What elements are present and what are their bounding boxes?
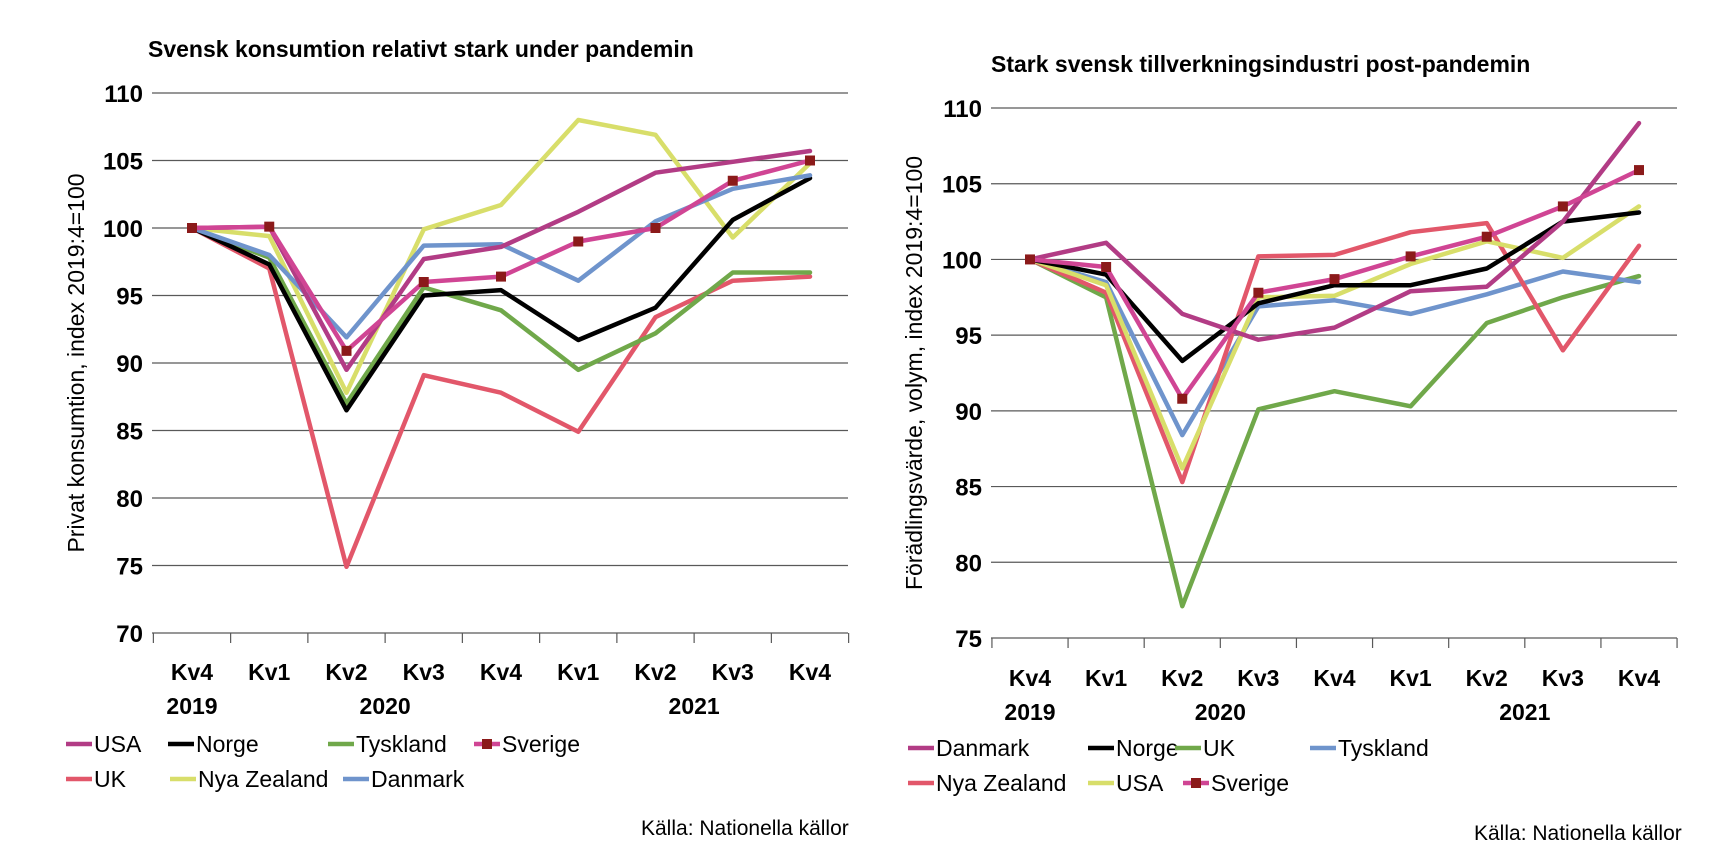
x-year-label: 2020 [1195,699,1246,725]
series-line-norge [1027,210,1642,364]
series-marker-sverige [727,175,738,186]
series-line-tyskland [1027,257,1642,438]
series-line-usa [189,148,813,373]
legend-label-sverige: Sverige [502,731,580,757]
x-year-label: 2019 [166,693,217,719]
y-axis-label: Privat konsumtion, index 2019:4=100 [63,173,89,552]
legend-label-uk: UK [94,766,127,792]
series-marker-sverige [1253,287,1264,298]
source-note-right: Källa: Nationella källor [1474,822,1682,845]
chart-right-manufacturing: Stark svensk tillverkningsindustri post-… [901,51,1678,796]
x-tick-label: Kv4 [480,659,522,685]
x-tick-label: Kv3 [1237,665,1279,691]
legend-marker-sverige [482,739,492,749]
y-tick-label: 80 [116,486,143,513]
y-tick-label: 105 [942,172,982,199]
legend-label-sverige: Sverige [1211,770,1289,796]
x-tick-label: Kv3 [1542,665,1584,691]
x-tick-label: Kv4 [1313,665,1355,691]
legend-label-norge: Norge [196,731,259,757]
y-tick-label: 90 [955,399,982,426]
series-marker-sverige [418,277,429,287]
legend-label-uk: UK [1203,735,1236,761]
series-line-danmark [1027,120,1642,342]
y-tick-label: 85 [955,475,982,502]
series-marker-sverige [187,223,197,233]
chart-title: Svensk konsumtion relativt stark under p… [148,36,694,62]
source-note-left: Källa: Nationella källor [641,817,849,840]
x-tick-label: Kv4 [171,659,213,685]
legend-label-usa: USA [1116,770,1164,796]
series-marker-sverige [573,236,584,247]
y-tick-label: 85 [116,419,143,446]
x-tick-label: Kv1 [1390,665,1432,691]
legend-label-tyskland: Tyskland [1338,735,1429,761]
chart-title: Stark svensk tillverkningsindustri post-… [991,51,1530,77]
x-tick-label: Kv2 [1161,665,1203,691]
series-marker-sverige [1177,393,1188,404]
x-tick-label: Kv1 [248,659,290,685]
series-marker-sverige [650,223,661,233]
x-year-label: 2021 [669,693,720,719]
y-tick-label: 90 [116,351,143,378]
series-line-usa [1027,204,1642,471]
y-axis-label: Förädlingsvärde, volym, index 2019:4=100 [901,156,927,590]
series-marker-sverige [1101,262,1112,272]
legend-label-danmark: Danmark [936,735,1030,761]
series-line-norge [189,175,813,413]
y-tick-label: 100 [942,247,982,274]
x-tick-label: Kv2 [1466,665,1508,691]
y-tick-label: 95 [116,284,143,311]
x-tick-label: Kv4 [789,659,831,685]
legend-label-usa: USA [94,731,142,757]
legend-label-tyskland: Tyskland [356,731,447,757]
series-line-tyskland [189,225,813,406]
series-marker-sverige [1481,231,1492,242]
y-tick-label: 95 [955,323,982,350]
series-line-nya-zealand [189,117,813,395]
series-marker-sverige [341,345,352,356]
x-tick-label: Kv1 [1085,665,1127,691]
series-marker-sverige [1025,254,1035,265]
legend-marker-sverige [1191,778,1201,788]
y-tick-label: 80 [955,550,982,577]
y-tick-label: 105 [103,149,143,176]
series-marker-sverige [1405,251,1416,262]
x-tick-label: Kv4 [1618,665,1660,691]
series-marker-sverige [264,221,275,232]
x-year-label: 2019 [1004,699,1055,725]
x-tick-label: Kv2 [325,659,367,685]
legend-label-norge: Norge [1116,735,1179,761]
y-tick-label: 110 [104,81,143,108]
x-year-label: 2021 [1499,699,1550,725]
y-tick-label: 75 [116,554,143,581]
y-tick-label: 110 [943,96,982,123]
x-year-label: 2020 [360,693,411,719]
x-tick-label: Kv1 [557,659,599,685]
series-line-danmark [189,173,813,340]
series-marker-sverige [1634,165,1644,176]
series-marker-sverige [805,155,815,166]
chart-left-consumption: Svensk konsumtion relativt stark under p… [63,36,850,792]
series-line-nya-zealand [1027,220,1642,485]
legend-label-nya-zealand: Nya Zealand [198,766,328,792]
legend-label-nya-zealand: Nya Zealand [936,770,1066,796]
y-tick-label: 75 [955,626,982,653]
x-tick-label: Kv4 [1009,665,1051,691]
x-tick-label: Kv3 [712,659,754,685]
x-tick-label: Kv3 [403,659,445,685]
series-marker-sverige [496,271,506,282]
series-marker-sverige [1329,274,1340,285]
x-tick-label: Kv2 [634,659,676,685]
series-marker-sverige [1557,201,1568,212]
legend-label-danmark: Danmark [371,766,465,792]
y-tick-label: 70 [116,621,143,648]
y-tick-label: 100 [103,216,143,243]
